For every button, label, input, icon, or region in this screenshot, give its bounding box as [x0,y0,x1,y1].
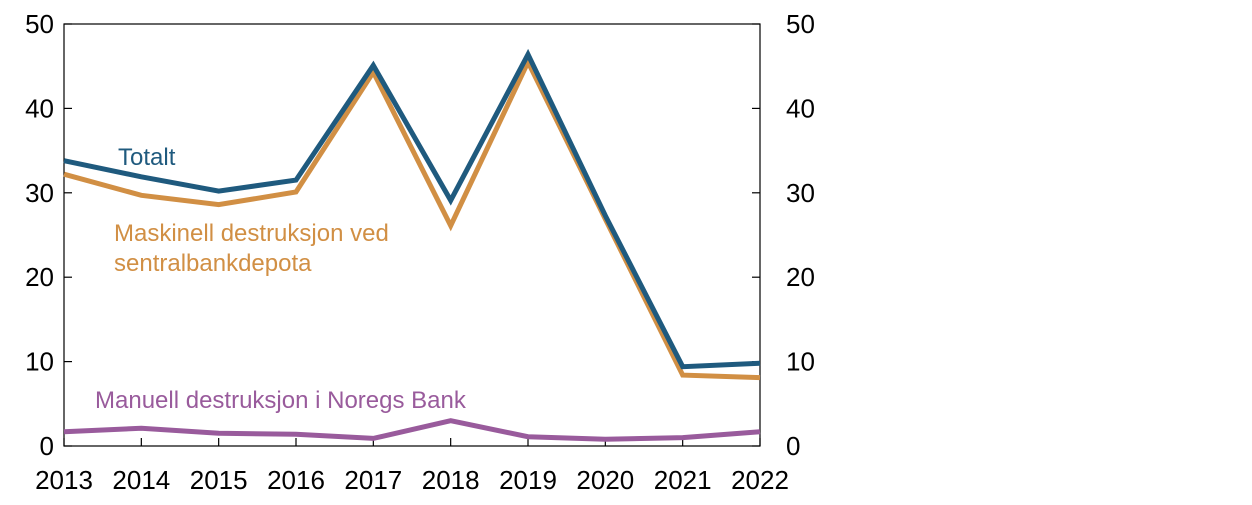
chart-series-lines [63,48,761,442]
x-tick-label: 2019 [499,465,557,495]
x-tick-label: 2018 [422,465,480,495]
chart-series-labels: Totalt Maskinell destruksjon ved sentralba… [95,144,467,414]
series-line-2 [63,418,761,442]
x-tick-label: 2015 [190,465,248,495]
x-tick-label: 2022 [731,465,789,495]
x-tick-label: 2013 [35,465,93,495]
series-line-1 [63,56,761,381]
series-label: sentralbankdepota [114,250,312,277]
y-tick-label-left: 10 [25,347,54,377]
y-tick-label-left: 40 [25,93,54,123]
series-label: Totalt [118,144,176,171]
y-tick-label-left: 20 [25,262,54,292]
y-tick-label-left: 50 [25,9,54,39]
x-tick-label: 2016 [267,465,325,495]
y-tick-label-right: 50 [786,9,815,39]
x-tick-label: 2014 [112,465,170,495]
x-tick-label: 2021 [654,465,712,495]
x-tick-label: 2017 [344,465,402,495]
series-line-0 [63,48,761,370]
series-label: Maskinell destruksjon ved [114,220,389,247]
y-tick-label-right: 30 [786,178,815,208]
x-tick-label: 2020 [576,465,634,495]
y-tick-label-right: 0 [786,431,800,461]
y-tick-label-left: 0 [40,431,54,461]
y-tick-label-right: 10 [786,347,815,377]
series-label: Manuell destruksjon i Noregs Bank [95,387,467,414]
y-tick-label-right: 20 [786,262,815,292]
y-tick-label-left: 30 [25,178,54,208]
y-tick-label-right: 40 [786,93,815,123]
plot-frame [63,23,761,447]
